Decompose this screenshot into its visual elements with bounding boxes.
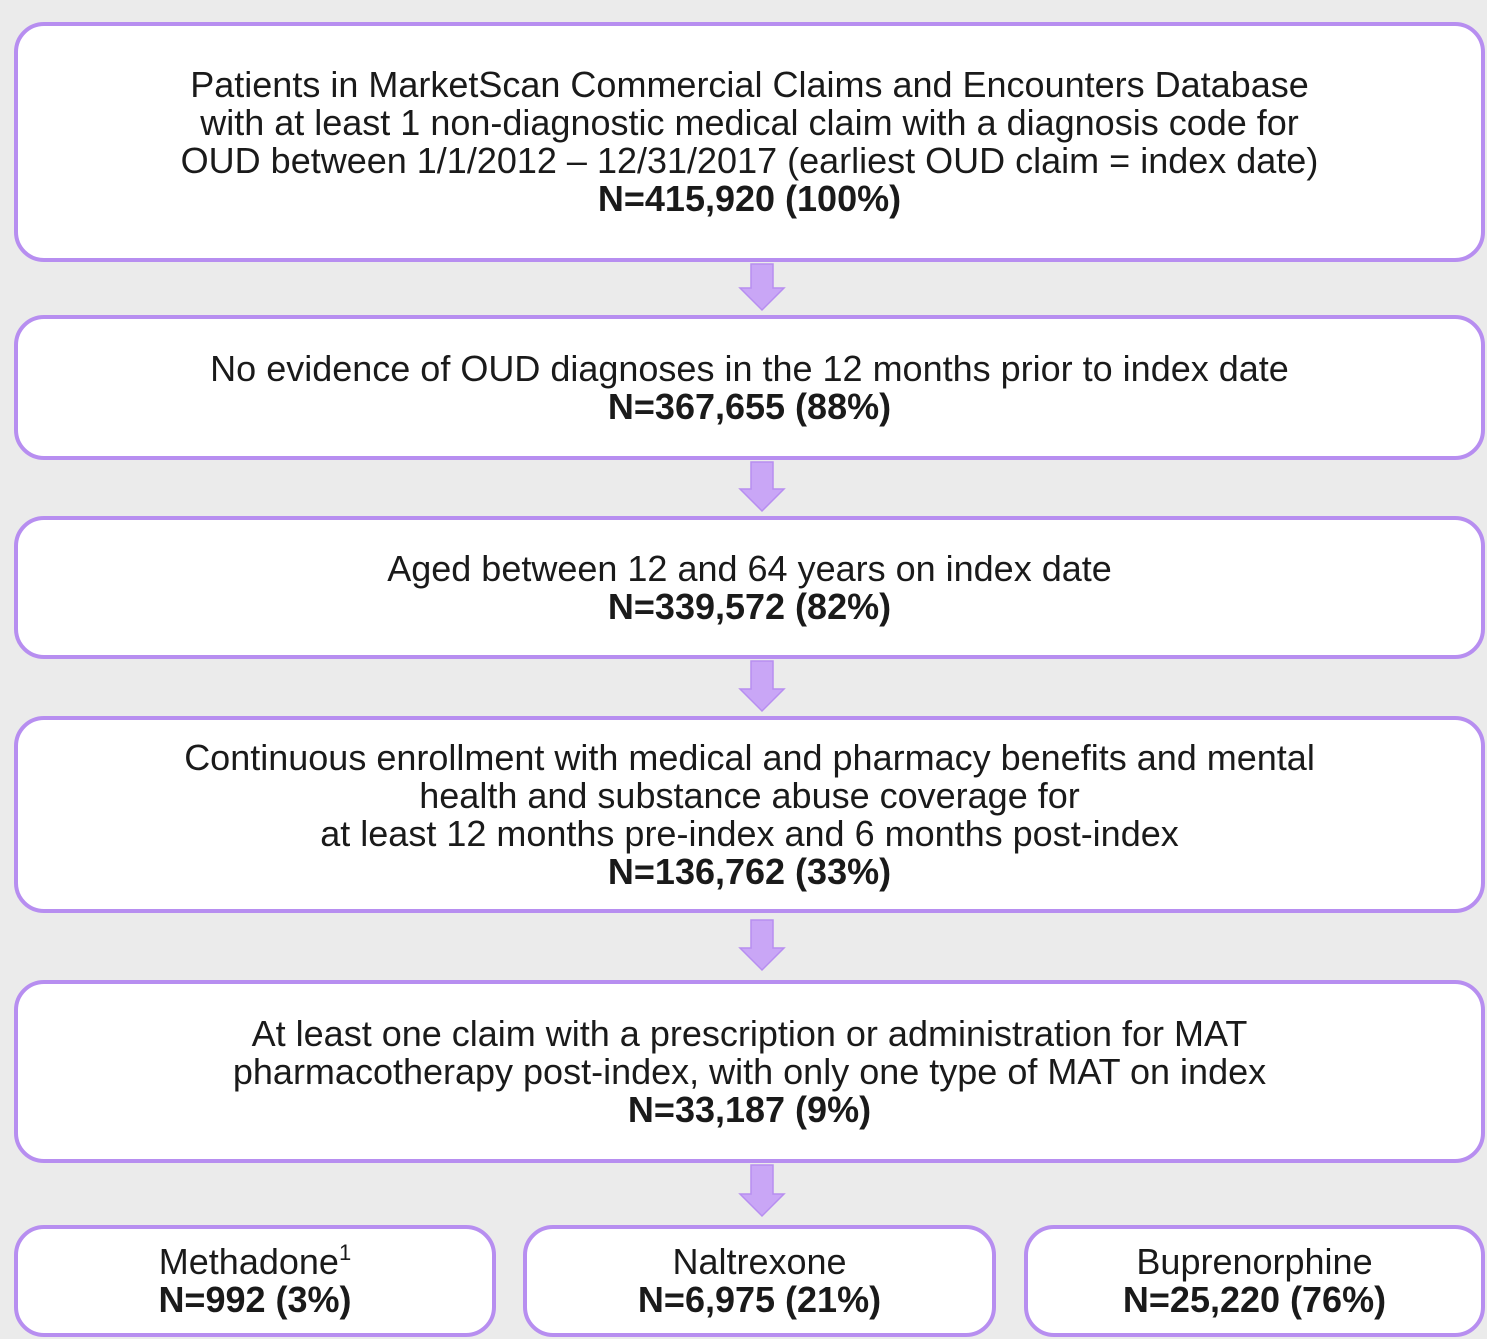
branch-label-row: Buprenorphine [1136,1243,1372,1281]
arrow-group [738,263,786,1218]
branch-count: N=25,220 (76%) [1122,1279,1387,1320]
branch-label: Buprenorphine [1136,1241,1373,1282]
step-text: Aged between 12 and 64 years on index da… [387,547,1112,589]
step-text: at least 12 months pre-index and 6 month… [320,812,1179,854]
branch-box: Buprenorphine N=25,220 (76%) [1024,1225,1485,1337]
step-count: N=33,187 (9%) [627,1088,872,1130]
step-box: Continuous enrollment with medical and p… [14,716,1485,913]
step-box: No evidence of OUD diagnoses in the 12 m… [14,315,1485,460]
arrow [738,660,786,713]
branch-count: N=992 (3%) [158,1279,352,1320]
branch-label: Naltrexone [672,1241,847,1282]
step-text: pharmacotherapy post-index, with only on… [232,1050,1267,1092]
step-text: with at least 1 non-diagnostic medical c… [200,102,1299,143]
branch-label-row: Methadone1 [158,1240,352,1282]
step-count: N=415,920 (100%) [597,178,902,219]
arrow [738,461,786,513]
step-count: N=367,655 (88%) [607,385,892,427]
footnote-mark: 1 [338,1240,352,1265]
arrow [738,919,786,972]
step-text: OUD between 1/1/2012 – 12/31/2017 (earli… [180,140,1319,181]
step-text: At least one claim with a prescription o… [251,1012,1248,1054]
step-text: No evidence of OUD diagnoses in the 12 m… [210,347,1289,389]
step-text: Patients in MarketScan Commercial Claims… [190,64,1309,105]
branch-label-row: Naltrexone [672,1243,846,1281]
branch-count: N=6,975 (21%) [637,1279,882,1320]
step-box: At least one claim with a prescription o… [14,980,1485,1163]
step-box: Aged between 12 and 64 years on index da… [14,516,1485,659]
arrow [738,1164,786,1218]
step-text: Continuous enrollment with medical and p… [184,736,1315,778]
step-count: N=339,572 (82%) [607,585,892,627]
branch-label: Methadone [158,1241,339,1282]
arrow [738,263,786,312]
step-box: Patients in MarketScan Commercial Claims… [14,22,1485,262]
branch-box: Naltrexone N=6,975 (21%) [523,1225,996,1337]
branch-box: Methadone1 N=992 (3%) [14,1225,496,1337]
step-count: N=136,762 (33%) [607,850,892,892]
step-text: health and substance abuse coverage for [419,774,1080,816]
